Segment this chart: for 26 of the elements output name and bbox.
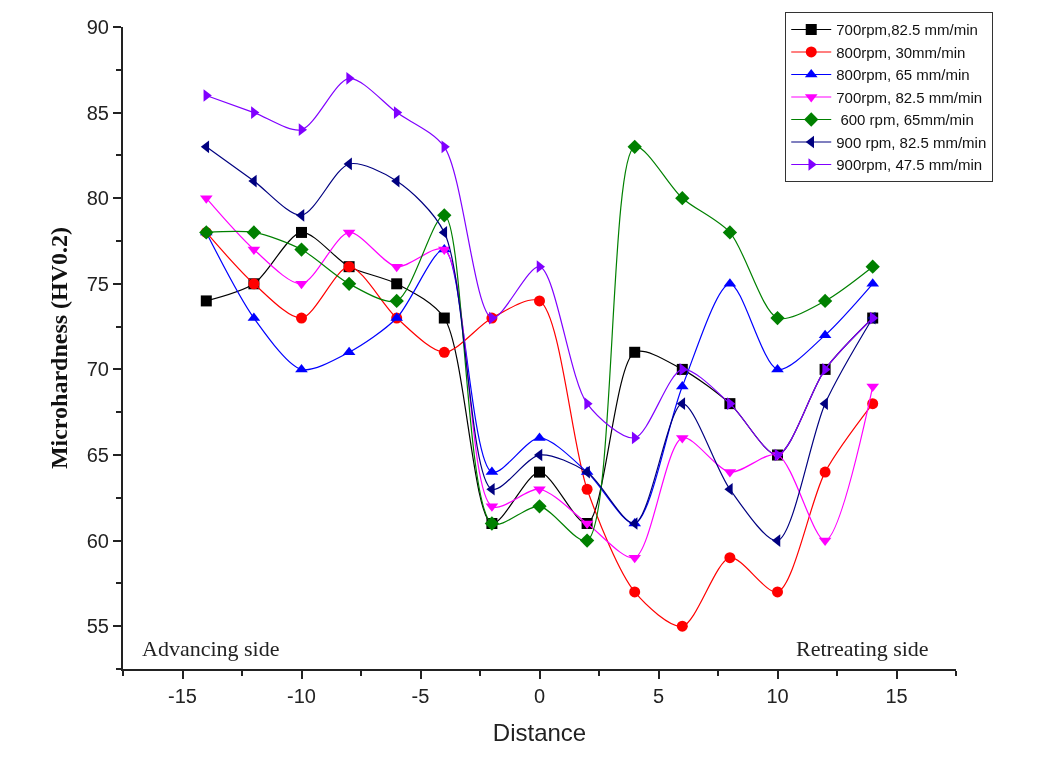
y-tick-label: 90 — [86, 16, 109, 38]
annotation: Advancing side — [142, 636, 280, 661]
annotation: Retreating side — [796, 636, 929, 661]
legend-label: 700rpm,82.5 mm/min — [836, 21, 978, 39]
x-tick-label: -15 — [168, 685, 197, 707]
legend-label: 700rpm, 82.5 mm/min — [836, 88, 983, 106]
x-axis-title: Distance — [492, 718, 587, 746]
y-tick-label: 75 — [86, 272, 109, 295]
y-axis-title: Microhardness (HV0.2) — [46, 226, 73, 470]
y-tick-label: 55 — [86, 615, 109, 638]
x-tick-label: 15 — [885, 685, 908, 707]
x-tick-label: 5 — [652, 685, 665, 707]
y-tick-label: 65 — [86, 444, 109, 466]
y-tick-label: 80 — [86, 187, 109, 210]
legend-label: 900rpm, 47.5 mm/min — [836, 156, 983, 174]
legend-label: 800rpm, 65 mm/min — [836, 66, 970, 84]
legend-label: 900 rpm, 82.5 mm/min — [836, 133, 987, 151]
legend-label: 800rpm, 30mm/min — [836, 43, 966, 61]
x-tick-label: 0 — [533, 685, 546, 707]
y-tick-label: 70 — [86, 358, 109, 381]
x-tick-label: 10 — [766, 685, 789, 707]
x-tick-label: -5 — [411, 685, 430, 707]
y-tick-label: 60 — [86, 529, 109, 552]
x-tick-label: -10 — [287, 685, 316, 707]
legend-label: 600 rpm, 65mm/min — [836, 111, 974, 129]
y-tick-label: 85 — [86, 101, 109, 124]
